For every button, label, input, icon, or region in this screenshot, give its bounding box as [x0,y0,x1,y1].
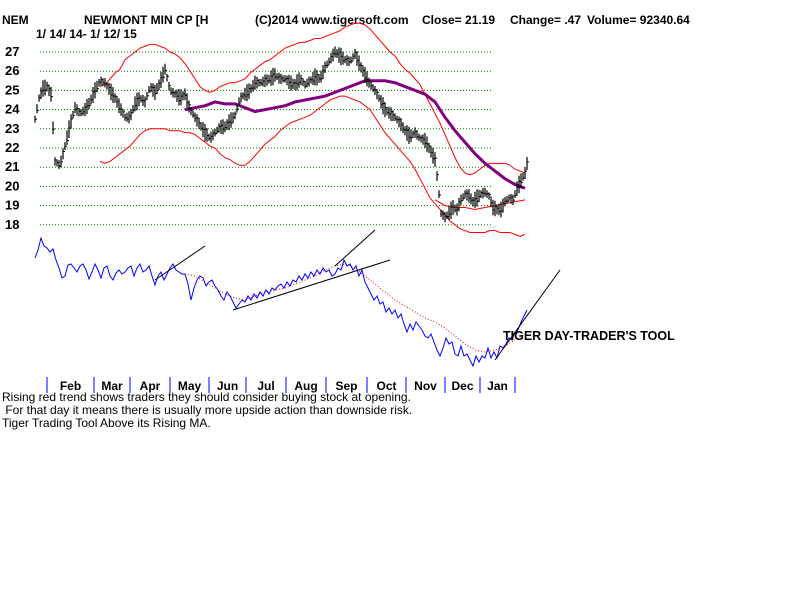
month-label: Jun [217,379,238,393]
y-axis-labels: 27 26 25 24 23 22 21 20 19 18 [5,44,20,232]
upper-band-line [99,22,526,176]
month-label: Feb [60,379,81,393]
y-tick-label: 21 [5,159,19,174]
note-line-1: Rising red trend shows traders they shou… [2,390,411,404]
indicator-label: TIGER DAY-TRADER'S TOOL [503,329,675,343]
y-tick-label: 25 [5,82,19,97]
y-tick-label: 26 [5,63,19,78]
close-value: Close= 21.19 [422,13,496,27]
month-label: Jul [257,379,274,393]
month-label: Mar [101,379,123,393]
copyright-text: (C)2014 www.tigersoft.com [255,13,409,27]
month-label: Sep [335,379,357,393]
month-label: Jan [487,379,508,393]
trend-line [494,269,561,361]
month-label: May [178,379,202,393]
moving-average-line [184,79,526,190]
y-tick-label: 20 [5,178,19,193]
indicator-line [34,236,528,368]
y-tick-label: 18 [5,217,19,232]
y-tick-label: 23 [5,121,19,136]
lower-band-line [99,95,526,237]
month-label: Nov [414,379,437,393]
y-tick-label: 27 [5,44,19,59]
change-value: Change= .47 [510,13,582,27]
trend-line [154,245,206,281]
note-line-2: For that day it means there is usually m… [2,403,413,417]
upper-band [99,22,526,176]
ticker-symbol: NEM [2,13,29,27]
trend-line [334,229,376,267]
lower-band [99,95,526,237]
grid-lines [40,51,492,226]
date-range: 1/ 14/ 14- 1/ 12/ 15 [36,27,137,41]
company-name: NEWMONT MIN CP [H [84,13,209,27]
month-label: Aug [294,379,317,393]
mid-band-line [434,199,526,210]
trend-lines [154,229,561,361]
moving-average [184,79,526,190]
indicator-series-line [34,236,528,368]
month-label: Dec [451,379,473,393]
note-line-3: Tiger Trading Tool Above its Rising MA. [2,416,211,430]
mid-band [434,199,526,210]
month-label: Oct [376,379,396,393]
trend-line [232,259,391,311]
price-bars [34,46,529,223]
y-tick-label: 19 [5,198,19,213]
y-tick-label: 24 [5,102,20,117]
month-axis: Feb Mar Apr May Jun Jul Aug Sep Oct Nov Dec Jan [46,377,516,393]
volume-value: Volume= 92340.64 [587,13,690,27]
y-tick-label: 22 [5,140,19,155]
month-label: Apr [140,379,161,393]
